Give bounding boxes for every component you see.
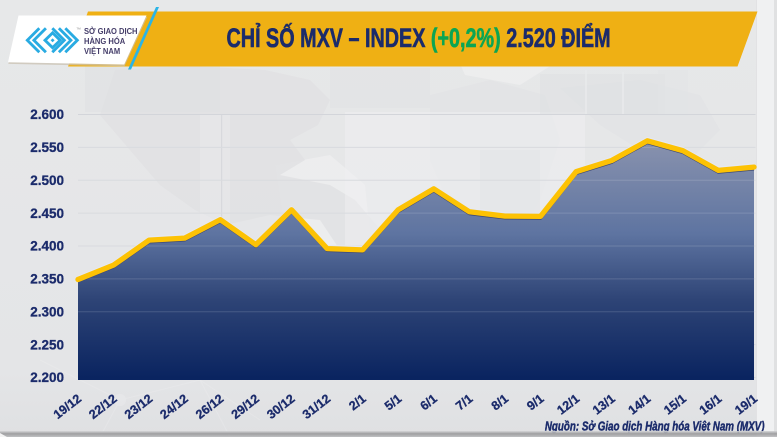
svg-text:2.200: 2.200 bbox=[30, 370, 64, 385]
svg-text:2.250: 2.250 bbox=[30, 337, 64, 352]
svg-text:™: ™ bbox=[76, 27, 81, 33]
svg-text:VIỆT NAM: VIỆT NAM bbox=[84, 47, 120, 57]
svg-text:CHỈ SỐ MXV – INDEX (+0,2%) 2.5: CHỈ SỐ MXV – INDEX (+0,2%) 2.520 ĐIỂM bbox=[227, 21, 611, 54]
svg-text:2.550: 2.550 bbox=[30, 140, 64, 155]
svg-text:2.300: 2.300 bbox=[30, 305, 64, 320]
svg-text:2.450: 2.450 bbox=[30, 206, 64, 221]
svg-text:2.600: 2.600 bbox=[30, 107, 64, 122]
svg-text:HÀNG HÓA: HÀNG HÓA bbox=[84, 37, 125, 47]
svg-text:2.350: 2.350 bbox=[30, 272, 64, 287]
svg-text:2.500: 2.500 bbox=[30, 173, 64, 188]
svg-text:Nguồn: Sở Giao dịch Hàng hóa V: Nguồn: Sở Giao dịch Hàng hóa Việt Nam (M… bbox=[545, 420, 765, 434]
svg-text:2.400: 2.400 bbox=[30, 239, 64, 254]
svg-text:SỞ GIAO DỊCH: SỞ GIAO DỊCH bbox=[84, 27, 138, 37]
